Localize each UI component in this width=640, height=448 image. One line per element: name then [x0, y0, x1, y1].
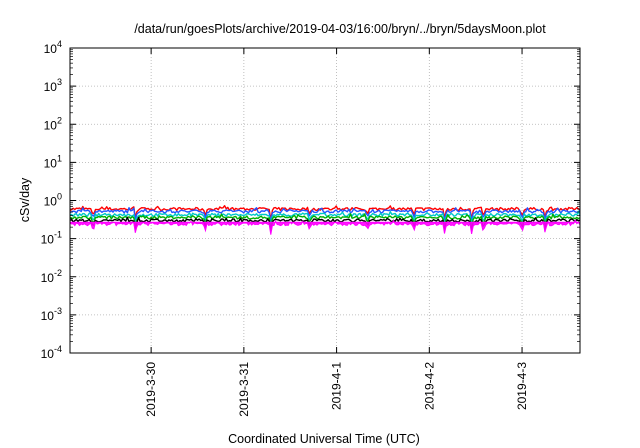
- y-tick-label: 10-2: [41, 268, 62, 285]
- x-tick-label: 2019-3-31: [237, 362, 251, 417]
- x-axis: 2019-3-30 2019-3-31 2019-4-1 2019-4-2 2019-4…: [144, 48, 529, 417]
- y-tick-label: 10-3: [41, 306, 62, 323]
- x-axis-label: Coordinated Universal Time (UTC): [228, 432, 420, 446]
- chart-title: /data/run/goesPlots/archive/2019-04-03/1…: [134, 22, 546, 36]
- y-tick-label: 101: [44, 153, 62, 170]
- y-tick-label: 10-1: [41, 230, 62, 247]
- y-tick-label: 104: [44, 39, 62, 56]
- y-tick-label: 102: [44, 115, 62, 132]
- y-tick-label: 100: [44, 192, 62, 209]
- series-line-4: [70, 216, 581, 232]
- series-line-2: [70, 210, 581, 227]
- series-line-3: [69, 213, 581, 229]
- y-axis-label: cSv/day: [18, 177, 32, 222]
- series-band-5: [69, 219, 581, 235]
- x-tick-label: 2019-3-30: [144, 362, 158, 417]
- y-tick-label: 103: [44, 77, 62, 94]
- x-tick-label: 2019-4-2: [422, 362, 436, 410]
- x-tick-label: 2019-4-3: [515, 362, 529, 410]
- y-axis: 10-4 10-3 10-2 10-1 100 101 102 103 104: [41, 39, 580, 361]
- x-tick-label: 2019-4-1: [330, 362, 344, 410]
- series-group: [69, 204, 581, 235]
- grid: [70, 48, 580, 353]
- y-tick-label: 10-4: [41, 344, 62, 361]
- series-line-1: [69, 206, 581, 223]
